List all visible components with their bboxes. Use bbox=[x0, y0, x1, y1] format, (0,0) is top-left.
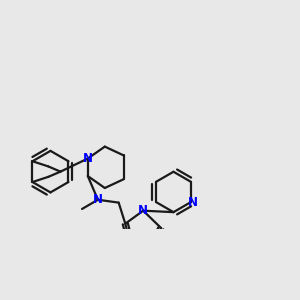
Text: N: N bbox=[138, 204, 148, 217]
Text: N: N bbox=[188, 196, 197, 208]
Text: N: N bbox=[83, 152, 93, 165]
Text: N: N bbox=[93, 193, 103, 206]
